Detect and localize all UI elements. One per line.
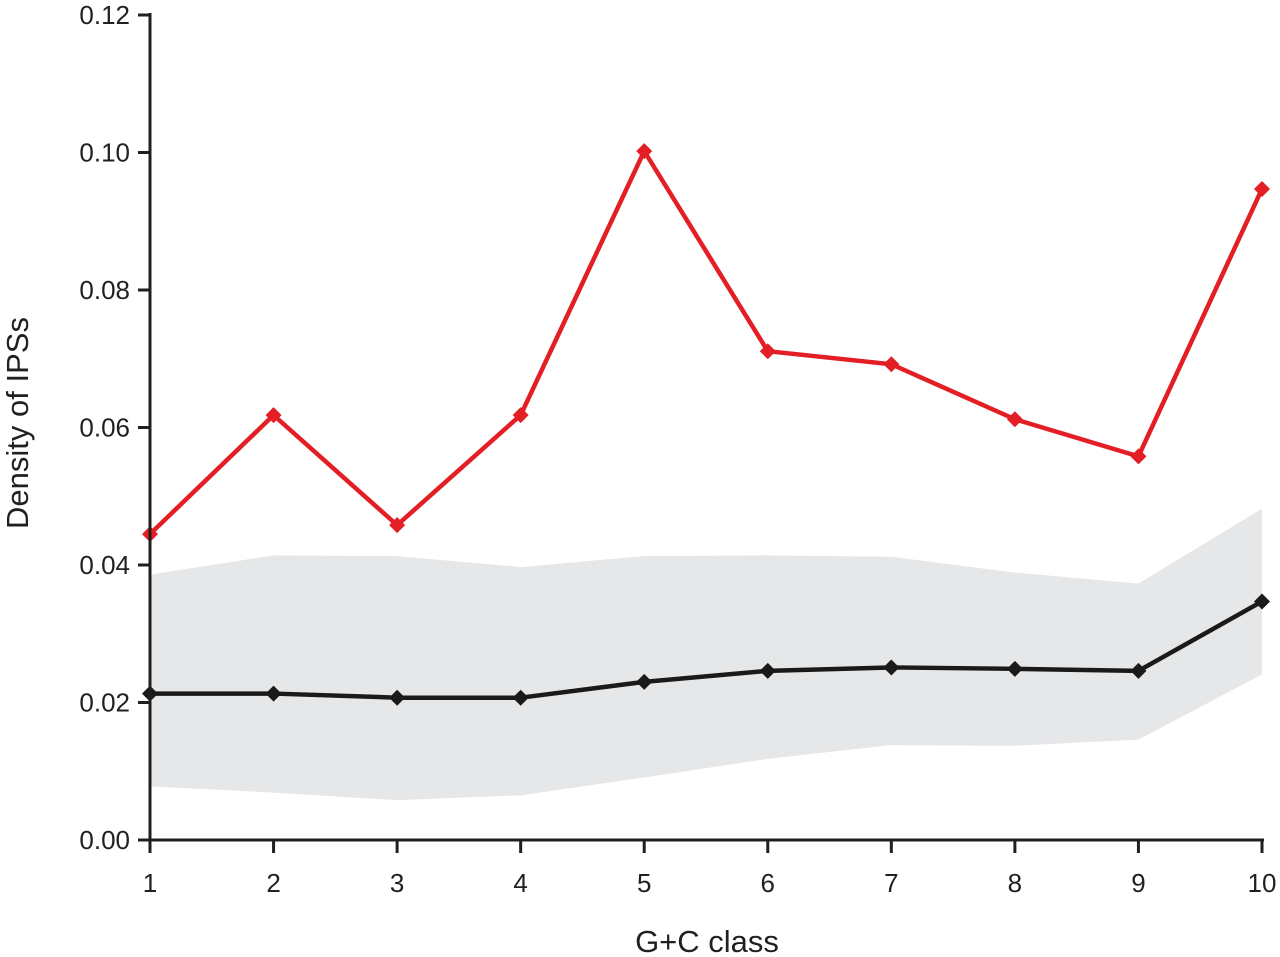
confidence-band [150,508,1262,801]
series-2-line [150,599,1264,700]
ticks-layer: 0.00 0.02 0.04 0.06 0.08 0.10 0.12 1 2 3 4 5 6 7 8 9 10 [79,0,1276,898]
series-1-point [1254,180,1270,197]
series-2-point [512,689,529,706]
series-1-point [636,143,653,160]
series-2-point [389,689,406,706]
band-layer [150,508,1262,801]
series-1-point [1130,448,1147,465]
series-2-point [883,659,900,676]
y-tick-label: 0.08 [79,275,130,305]
y-tick-label: 0.00 [79,825,130,855]
series-1-point [389,517,406,534]
y-tick-label: 0.02 [79,688,130,718]
x-tick-label: 1 [143,868,157,898]
series-2-point [636,673,653,690]
series-1-point [759,343,776,360]
y-axis-title: Density of IPSs [0,317,35,529]
series-2-point [1254,593,1270,610]
series-1-point [1006,411,1023,428]
y-tick-label: 0.10 [79,138,130,168]
x-tick-label: 7 [884,868,898,898]
series-1-point [512,407,529,424]
series-layer [142,143,1270,706]
x-tick-label: 6 [761,868,775,898]
x-tick-label: 2 [266,868,280,898]
x-tick-label: 4 [513,868,527,898]
x-tick-label: 10 [1248,868,1277,898]
y-tick-label: 0.04 [79,550,130,580]
series-1-point [265,407,282,424]
y-tick-label: 0.06 [79,413,130,443]
series-2-point [1006,660,1023,677]
series-1-point [883,356,900,373]
series-1-line [148,148,1265,536]
series-2-point [759,662,776,679]
x-axis-title: G+C class [635,924,779,957]
x-tick-label: 8 [1008,868,1022,898]
y-tick-label: 0.12 [79,0,130,30]
x-tick-label: 9 [1131,868,1145,898]
series-2-point [1130,662,1147,679]
x-tick-label: 5 [637,868,651,898]
series-2-point [265,685,282,702]
x-tick-label: 3 [390,868,404,898]
